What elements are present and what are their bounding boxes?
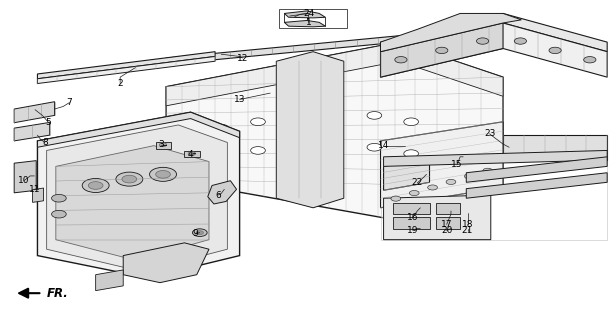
Circle shape — [156, 171, 171, 178]
Circle shape — [436, 47, 448, 53]
Text: 17: 17 — [441, 220, 453, 229]
Polygon shape — [381, 13, 521, 52]
Circle shape — [404, 118, 419, 125]
Polygon shape — [276, 52, 344, 208]
Circle shape — [391, 196, 401, 201]
Circle shape — [192, 229, 207, 236]
Circle shape — [160, 143, 167, 147]
Circle shape — [116, 172, 143, 186]
Bar — [436, 217, 460, 228]
Polygon shape — [14, 123, 50, 141]
Bar — [156, 142, 171, 148]
Text: 18: 18 — [462, 220, 473, 229]
Polygon shape — [47, 125, 227, 271]
Text: 19: 19 — [406, 226, 418, 235]
Polygon shape — [166, 42, 503, 106]
Text: 16: 16 — [406, 213, 418, 222]
Circle shape — [584, 57, 596, 63]
Polygon shape — [284, 20, 325, 27]
Polygon shape — [33, 188, 44, 202]
Polygon shape — [37, 52, 215, 79]
Text: 7: 7 — [66, 98, 72, 107]
Polygon shape — [37, 56, 215, 84]
Circle shape — [367, 112, 382, 119]
Polygon shape — [208, 181, 236, 204]
Circle shape — [214, 153, 228, 161]
Text: 8: 8 — [42, 138, 48, 147]
Polygon shape — [14, 102, 55, 123]
Bar — [393, 203, 430, 214]
Bar — [184, 151, 200, 157]
Circle shape — [549, 47, 561, 53]
Text: 14: 14 — [378, 141, 389, 150]
Text: 6: 6 — [216, 190, 221, 200]
Circle shape — [464, 174, 474, 179]
Polygon shape — [381, 23, 607, 77]
Circle shape — [150, 167, 176, 181]
Text: 9: 9 — [193, 229, 198, 238]
Text: 20: 20 — [441, 226, 453, 235]
Polygon shape — [381, 122, 503, 208]
Polygon shape — [381, 23, 503, 77]
Text: 15: 15 — [451, 160, 463, 169]
Polygon shape — [284, 11, 325, 18]
Polygon shape — [503, 134, 607, 160]
Text: 21: 21 — [462, 226, 473, 235]
Circle shape — [196, 231, 203, 235]
Polygon shape — [37, 112, 239, 278]
Circle shape — [476, 38, 489, 44]
Circle shape — [88, 182, 103, 189]
Polygon shape — [56, 146, 209, 260]
Circle shape — [410, 190, 419, 196]
Bar — [436, 203, 460, 214]
Polygon shape — [14, 161, 36, 193]
Polygon shape — [466, 157, 607, 182]
Circle shape — [122, 175, 137, 183]
Text: 24: 24 — [303, 9, 314, 18]
Polygon shape — [381, 141, 607, 240]
Text: 3: 3 — [158, 140, 164, 149]
Circle shape — [52, 195, 66, 202]
Polygon shape — [384, 195, 491, 240]
Polygon shape — [96, 270, 123, 291]
Bar — [393, 217, 430, 228]
Polygon shape — [381, 13, 607, 52]
Polygon shape — [123, 243, 209, 283]
Text: 23: 23 — [484, 129, 495, 138]
Circle shape — [188, 152, 195, 156]
Circle shape — [395, 57, 407, 63]
Polygon shape — [37, 112, 239, 147]
Circle shape — [483, 168, 492, 173]
Text: 2: 2 — [117, 79, 123, 88]
Text: 5: 5 — [45, 118, 52, 127]
Circle shape — [515, 38, 527, 44]
Circle shape — [52, 210, 66, 218]
Circle shape — [446, 179, 456, 184]
Text: 10: 10 — [18, 176, 29, 185]
Polygon shape — [384, 150, 607, 166]
Polygon shape — [384, 158, 430, 190]
Circle shape — [251, 118, 265, 125]
Circle shape — [214, 124, 228, 132]
Text: 1: 1 — [306, 19, 312, 28]
Text: FR.: FR. — [47, 287, 68, 300]
Circle shape — [82, 179, 109, 193]
Polygon shape — [279, 9, 347, 28]
Polygon shape — [466, 173, 607, 198]
Text: 22: 22 — [411, 179, 423, 188]
Polygon shape — [166, 36, 399, 64]
Text: 4: 4 — [188, 150, 193, 159]
Text: 11: 11 — [29, 185, 40, 194]
Circle shape — [404, 150, 419, 157]
Text: 13: 13 — [234, 95, 246, 104]
Circle shape — [251, 147, 265, 154]
Circle shape — [428, 185, 438, 190]
Text: 12: 12 — [237, 53, 249, 62]
Polygon shape — [166, 42, 503, 220]
Circle shape — [367, 143, 382, 151]
